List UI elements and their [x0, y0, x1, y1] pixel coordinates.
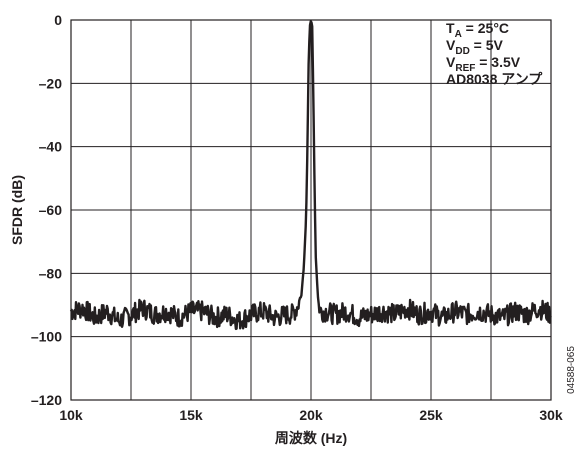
annotation-line: VDD = 5V [446, 37, 504, 57]
y-tick-label: –120 [31, 392, 62, 408]
grid-lines [70, 19, 552, 401]
x-tick-label: 20k [299, 407, 323, 423]
x-axis-title: 周波数 (Hz) [275, 430, 347, 446]
y-axis-title: SFDR (dB) [9, 175, 25, 245]
y-tick-label: –20 [39, 75, 63, 91]
y-tick-label: –100 [31, 329, 62, 345]
x-tick-label: 30k [539, 407, 563, 423]
spectrum-series-line [69, 20, 552, 331]
annotation-line: AD8038 アンプ [446, 71, 543, 87]
x-tick-label: 15k [179, 407, 203, 423]
annotation-line: TA = 25°C [446, 20, 509, 40]
y-tick-label: 0 [54, 12, 62, 28]
x-tick-label: 25k [419, 407, 443, 423]
figure-code: 04588-065 [566, 346, 577, 394]
y-tick-label: –60 [39, 202, 63, 218]
annotation-line: VREF = 3.5V [446, 54, 521, 74]
plot-frame [70, 19, 552, 401]
x-tick-label: 10k [59, 407, 83, 423]
y-tick-label: –40 [39, 139, 63, 155]
y-tick-labels: 0 –20 –40 –60 –80 –100 –120 [31, 12, 62, 408]
y-tick-label: –80 [39, 265, 63, 281]
x-tick-labels: 10k 15k 20k 25k 30k [59, 407, 563, 423]
